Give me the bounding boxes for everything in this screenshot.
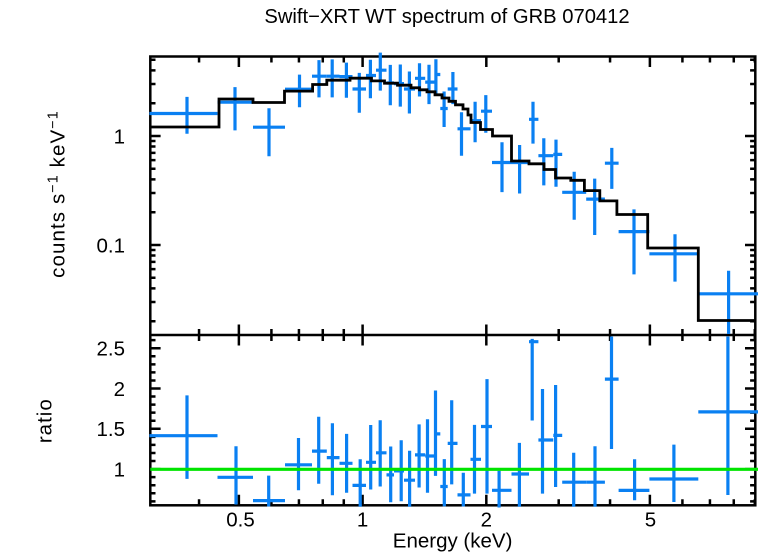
svg-text:2: 2 xyxy=(114,378,125,401)
svg-text:2: 2 xyxy=(481,508,492,531)
svg-text:ratio: ratio xyxy=(34,398,57,443)
svg-text:1.5: 1.5 xyxy=(97,418,126,441)
svg-text:counts s−1 keV−1: counts s−1 keV−1 xyxy=(46,110,70,278)
svg-text:5: 5 xyxy=(645,508,656,531)
svg-text:Energy (keV): Energy (keV) xyxy=(393,530,513,553)
svg-text:Swift−XRT WT spectrum of GRB 0: Swift−XRT WT spectrum of GRB 070412 xyxy=(264,6,629,28)
svg-text:1: 1 xyxy=(357,508,368,531)
svg-text:0.1: 0.1 xyxy=(97,234,126,257)
svg-text:1: 1 xyxy=(114,458,125,481)
svg-text:0.5: 0.5 xyxy=(226,508,255,531)
svg-text:1: 1 xyxy=(114,125,125,148)
svg-text:2.5: 2.5 xyxy=(97,338,126,361)
